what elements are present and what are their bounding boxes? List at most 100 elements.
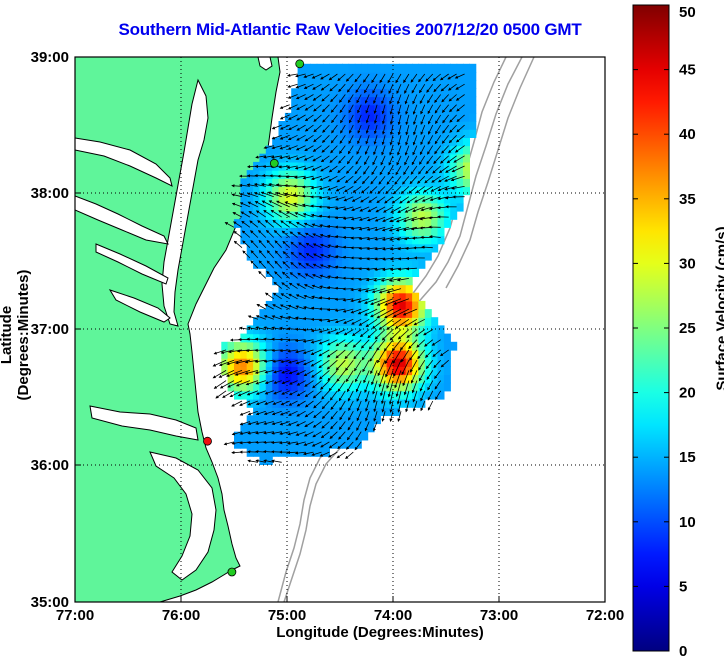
velocity-cell [323, 235, 330, 245]
velocity-vector [282, 251, 290, 259]
velocity-cell [361, 153, 369, 163]
velocity-vector [450, 175, 465, 182]
velocity-cell [342, 170, 350, 179]
velocity-vector [397, 135, 402, 146]
velocity-cell [291, 170, 299, 179]
velocity-cell [469, 63, 477, 73]
velocity-vector [274, 260, 282, 269]
velocity-cell [405, 227, 413, 237]
velocity-cell [450, 170, 458, 179]
velocity-cell [437, 121, 445, 130]
velocity-cell [380, 186, 388, 196]
velocity-cell [443, 219, 451, 228]
velocity-cell [278, 153, 286, 163]
velocity-cell [399, 300, 407, 310]
velocity-vector [335, 329, 346, 335]
velocity-cell [329, 137, 337, 147]
velocity-cell [399, 80, 407, 89]
velocity-cell [361, 341, 369, 351]
velocity-cell [265, 300, 273, 310]
velocity-cell [393, 374, 400, 384]
velocity-cell [284, 260, 292, 269]
velocity-cell [265, 211, 273, 220]
velocity-cell [393, 276, 400, 286]
velocity-vector [268, 182, 282, 187]
velocity-vector [380, 380, 386, 397]
radar-site-marker[interactable] [227, 567, 237, 577]
velocity-cell [437, 153, 445, 163]
velocity-vector [282, 240, 290, 248]
velocity-cell [272, 202, 280, 212]
velocity-cell [361, 137, 369, 147]
velocity-cell [291, 112, 299, 122]
velocity-cell [310, 202, 318, 212]
velocity-cell [259, 366, 267, 376]
velocity-cell [291, 358, 299, 367]
velocity-cell [329, 309, 337, 318]
velocity-vector [330, 94, 338, 103]
velocity-vector [336, 451, 346, 459]
velocity-vector [297, 262, 306, 269]
velocity-cell [265, 243, 273, 253]
velocity-vector [381, 135, 386, 146]
velocity-vector [351, 329, 362, 337]
velocity-vector [351, 318, 362, 325]
velocity-vector [389, 329, 402, 341]
velocity-cell [246, 341, 254, 351]
radar-site-marker[interactable] [295, 59, 305, 69]
velocity-cell [284, 202, 292, 212]
velocity-cell [323, 423, 330, 433]
colorbar-label: Surface Velocity (cm/s) [713, 226, 724, 391]
velocity-cell [405, 63, 413, 73]
velocity-vector [296, 124, 306, 131]
velocity-cell [304, 382, 311, 392]
velocity-vector [321, 135, 330, 143]
velocity-vector [434, 135, 442, 145]
velocity-cell [386, 284, 394, 294]
velocity-cell [399, 129, 407, 138]
radar-site-marker[interactable] [269, 158, 279, 168]
velocity-cell [424, 366, 432, 376]
velocity-vector [370, 360, 378, 375]
velocity-vector [239, 202, 251, 208]
colorbar-tick-label: 0 [679, 643, 687, 659]
velocity-cell [304, 202, 311, 212]
velocity-vector [287, 441, 298, 445]
radar-site-marker[interactable] [203, 436, 212, 446]
velocity-vector [432, 73, 441, 82]
velocity-vector [296, 410, 306, 417]
velocity-cell [424, 104, 432, 114]
velocity-cell [431, 96, 439, 106]
velocity-cell [291, 121, 299, 130]
velocity-vector [435, 114, 442, 125]
velocity-vector [364, 308, 378, 316]
velocity-cell [393, 292, 400, 302]
velocity-cell [450, 186, 458, 196]
velocity-cell [354, 317, 362, 326]
velocity-vector [432, 165, 441, 174]
velocity-cell [259, 456, 267, 465]
velocity-cell [316, 170, 324, 179]
velocity-vector [441, 94, 449, 103]
velocity-vector [396, 94, 402, 105]
velocity-cell [405, 300, 413, 310]
velocity-cell [304, 300, 311, 310]
velocity-cell [373, 399, 381, 408]
velocity-vector [391, 196, 402, 204]
velocity-vector [380, 155, 386, 166]
velocity-cell [291, 96, 299, 106]
velocity-cell [431, 63, 439, 73]
velocity-cell [265, 194, 273, 204]
velocity-vector [358, 216, 370, 221]
velocity-cell [399, 145, 407, 155]
velocity-vector [278, 210, 290, 218]
velocity-vector [374, 216, 386, 222]
velocity-vector [411, 380, 418, 394]
velocity-cell [297, 374, 305, 384]
velocity-vector [395, 226, 410, 232]
velocity-cell [253, 186, 261, 196]
velocity-cell [278, 186, 286, 196]
velocity-cell [373, 104, 381, 114]
velocity-cell [259, 399, 267, 408]
velocity-cell [424, 178, 432, 188]
